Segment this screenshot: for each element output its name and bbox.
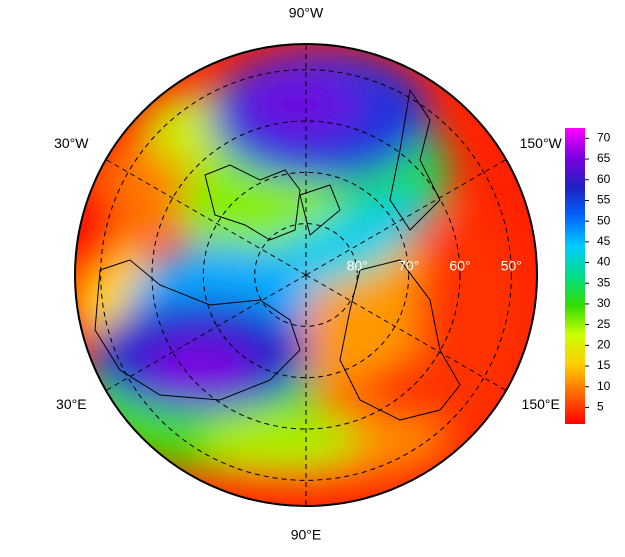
longitude-label: 150°E	[522, 396, 560, 412]
colorbar-label: 45	[597, 234, 611, 248]
longitude-label: 30°W	[54, 135, 89, 151]
latitude-label: 60°	[449, 258, 470, 274]
colorbar-label: 25	[597, 317, 611, 331]
colorbar-label: 5	[597, 400, 604, 414]
latitude-circle	[202, 171, 410, 379]
latitude-circle	[254, 223, 358, 327]
colorbar-label: 70	[597, 131, 611, 145]
colorbar-label: 10	[597, 379, 611, 393]
colorbar	[565, 128, 585, 424]
latitude-circle	[151, 120, 461, 430]
coastline	[94, 88, 461, 421]
longitude-label: 30°E	[56, 396, 87, 412]
longitude-label: 150°W	[520, 135, 563, 151]
colorbar-label: 50	[597, 213, 611, 227]
longitude-label: 90°W	[289, 5, 324, 21]
meridian	[305, 274, 507, 391]
colorbar-label: 60	[597, 172, 611, 186]
latitude-circle	[100, 69, 512, 481]
latitude-label: 80°	[347, 258, 368, 274]
colorbar-label: 30	[597, 296, 611, 310]
colorbar-label: 35	[597, 275, 611, 289]
field	[75, 44, 537, 506]
colorbar-label: 55	[597, 193, 611, 207]
latitude-label: 70°	[398, 258, 419, 274]
colorbar-label: 20	[597, 338, 611, 352]
latitude-label: 50°	[501, 258, 522, 274]
map-border	[74, 43, 538, 507]
colorbar-label: 15	[597, 358, 611, 372]
meridian	[105, 159, 307, 276]
colorbar-label: 65	[597, 151, 611, 165]
longitude-label: 90°E	[291, 527, 322, 543]
meridian	[305, 159, 507, 276]
meridian	[105, 274, 307, 391]
colorbar-label: 40	[597, 255, 611, 269]
